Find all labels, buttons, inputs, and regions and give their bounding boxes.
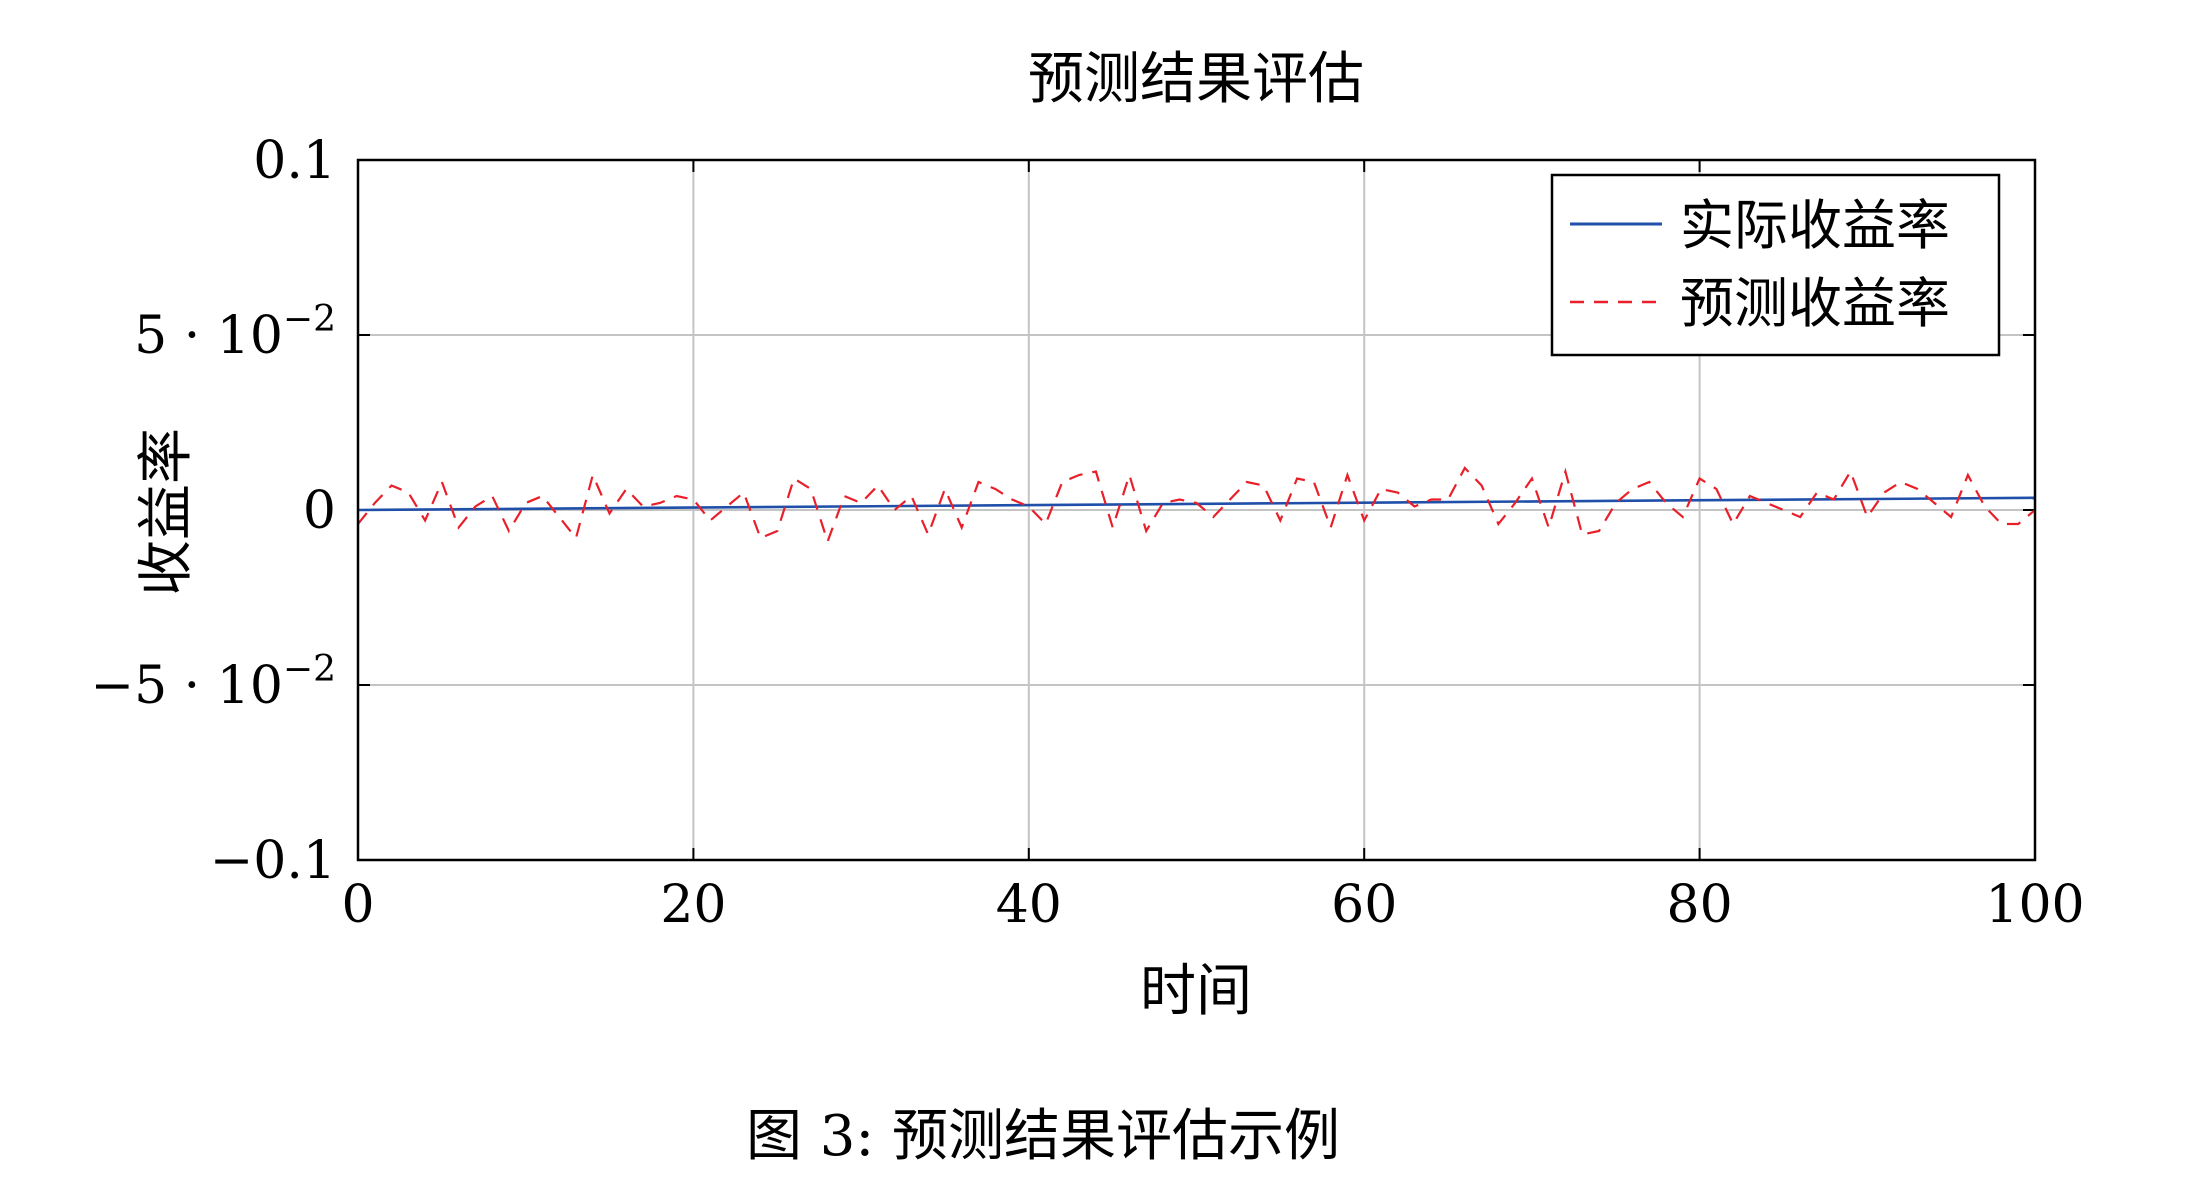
x-tick-label: 0 [341,875,374,935]
y-tick-mantissa: 0 [303,481,336,541]
legend-box [1550,173,2001,357]
legend: 实际收益率 预测收益率 [1550,173,2001,357]
x-axis-label: 时间 [1140,959,1252,1024]
x-tick-label: 60 [1331,875,1397,935]
x-tick-label: 80 [1667,875,1733,935]
y-tick-label: 5 · 10−2 [134,299,336,366]
y-tick-mantissa: 0.1 [253,131,336,191]
y-tick-exponent: −2 [283,649,336,690]
y-tick-label: −0.1 [210,831,336,891]
plot-frame [356,158,2037,862]
x-tick-label: 20 [660,875,726,935]
x-tick-label: 40 [996,875,1062,935]
legend-label-predicted: 预测收益率 [1680,272,1950,335]
y-tick-mantissa: −0.1 [210,831,336,891]
y-tick-label: 0 [303,481,336,541]
y-tick-exponent: −2 [283,299,336,340]
plot-series [357,466,2036,545]
legend-label-actual: 实际收益率 [1680,194,1950,257]
chart-title: 预测结果评估 [1028,47,1364,112]
figure-caption: 图 3: 预测结果评估示例 [746,1104,1340,1169]
y-tick-label: 0.1 [253,131,336,191]
y-axis-label: 收益率 [134,428,199,596]
y-tick-mantissa: −5 · 10 [91,656,283,716]
y-tick-mantissa: 5 · 10 [134,306,283,366]
x-tick-label: 100 [1985,875,2084,935]
y-tick-label: −5 · 10−2 [91,649,337,716]
x-tick-labels: 0 20 40 60 80 100 [341,875,2084,935]
series-line-2 [357,466,2036,545]
y-tick-labels: 0.15 · 10−20−5 · 10−2−0.1 [91,131,337,891]
